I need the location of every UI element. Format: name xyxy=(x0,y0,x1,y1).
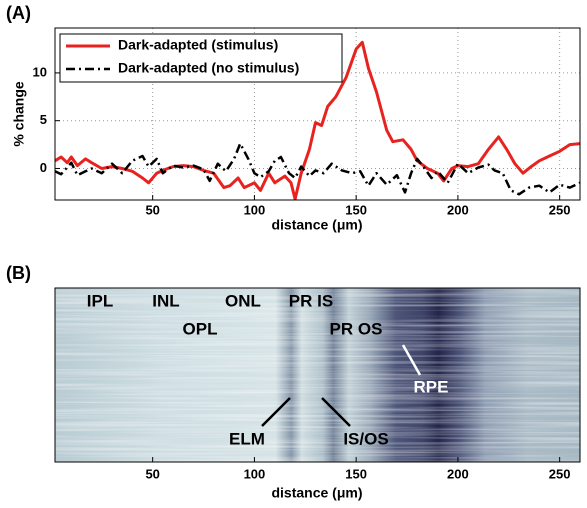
image-frame xyxy=(54,287,581,463)
y-tick-label: 0 xyxy=(40,160,47,175)
x-tick-label: 50 xyxy=(145,202,159,217)
pointer-rpe xyxy=(401,344,422,376)
layer-label: ONL xyxy=(225,291,261,310)
layer-label: IS/OS xyxy=(343,429,388,448)
layer-label: PR OS xyxy=(330,319,383,338)
legend: Dark-adapted (stimulus) Dark-adapted (no … xyxy=(59,33,343,83)
x-tick-label: 200 xyxy=(447,466,469,481)
x-tick-label: 150 xyxy=(345,466,367,481)
series-line xyxy=(55,40,580,200)
layer-label: RPE xyxy=(414,377,449,396)
y-tick-label: 10 xyxy=(33,64,47,79)
y-axis-label: % change xyxy=(11,81,27,147)
x-axis-label: distance (μm) xyxy=(271,485,362,501)
legend-label: Dark-adapted (stimulus) xyxy=(118,37,278,53)
x-tick-label: 250 xyxy=(549,466,571,481)
lines xyxy=(55,40,580,200)
panel-b: (B) IPL INL ONL OPL PR IS PR OS RPE ELM IS/OS di… xyxy=(6,263,581,501)
annotations: IPL INL ONL OPL PR IS PR OS RPE ELM IS/OS xyxy=(87,291,449,448)
pointer-isos xyxy=(321,397,351,427)
image-texture xyxy=(55,288,580,462)
panel-label: (B) xyxy=(6,263,31,283)
pointer-elm xyxy=(261,397,291,427)
layer-label: IPL xyxy=(87,291,113,310)
x-axis-label: distance (μm) xyxy=(271,217,362,233)
layer-label: OPL xyxy=(183,319,218,338)
series-line xyxy=(55,142,580,196)
x-tick-label: 150 xyxy=(345,202,367,217)
legend-label: Dark-adapted (no stimulus) xyxy=(118,60,299,76)
layer-label: INL xyxy=(152,291,179,310)
y-tick-label: 5 xyxy=(40,112,47,127)
x-tick-label: 50 xyxy=(145,466,159,481)
axes-frame xyxy=(54,27,581,201)
x-tick-label: 100 xyxy=(244,202,266,217)
panel-a: (A) distance (μm) % change Dark-adapted … xyxy=(6,3,581,233)
layer-label: PR IS xyxy=(289,291,333,310)
panel-label: (A) xyxy=(6,3,31,23)
x-tick-label: 250 xyxy=(549,202,571,217)
legend-box xyxy=(59,33,343,83)
layer-label: ELM xyxy=(229,429,265,448)
x-tick-label: 100 xyxy=(244,466,266,481)
x-tick-label: 200 xyxy=(447,202,469,217)
